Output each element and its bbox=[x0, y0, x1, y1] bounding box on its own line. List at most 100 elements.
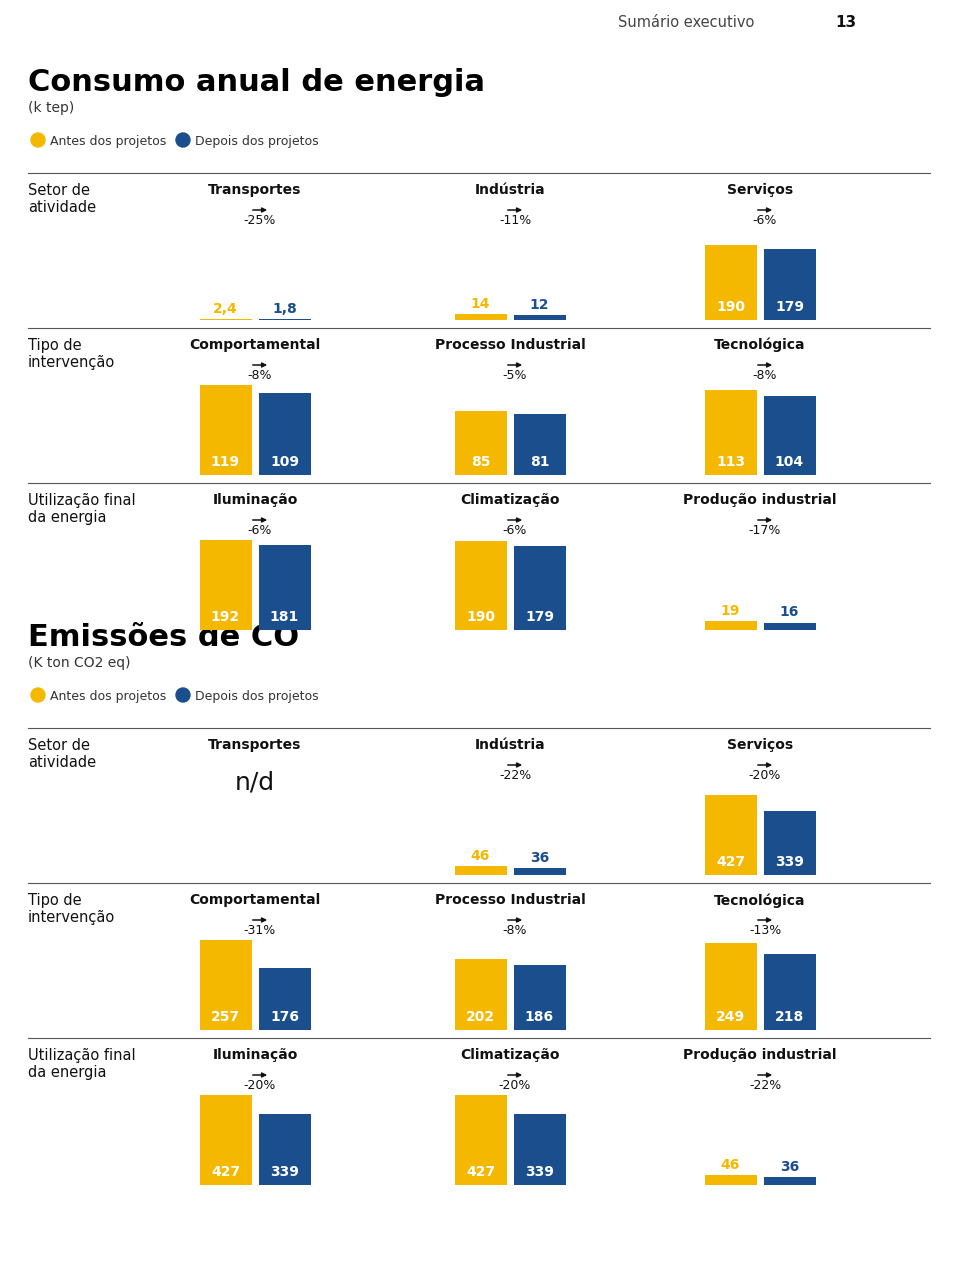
Text: 249: 249 bbox=[716, 1010, 745, 1024]
Circle shape bbox=[176, 133, 190, 148]
Text: 109: 109 bbox=[270, 455, 299, 470]
Circle shape bbox=[31, 133, 45, 148]
Bar bbox=[705, 943, 756, 1030]
Bar bbox=[258, 969, 310, 1030]
Bar bbox=[705, 245, 756, 319]
Text: -22%: -22% bbox=[749, 1079, 781, 1092]
Text: 85: 85 bbox=[470, 455, 491, 470]
Text: (K ton CO2 eq): (K ton CO2 eq) bbox=[28, 656, 131, 670]
Circle shape bbox=[176, 688, 190, 702]
Text: Processo Industrial: Processo Industrial bbox=[435, 337, 586, 352]
Text: Tipo de
intervenção: Tipo de intervenção bbox=[28, 893, 115, 925]
Text: 104: 104 bbox=[775, 455, 804, 470]
Text: Tecnológica: Tecnológica bbox=[714, 893, 805, 907]
Bar bbox=[200, 540, 252, 630]
Text: Transportes: Transportes bbox=[208, 183, 301, 198]
Bar bbox=[763, 249, 815, 319]
Text: -11%: -11% bbox=[499, 214, 531, 227]
Text: -5%: -5% bbox=[503, 370, 527, 382]
Text: -8%: -8% bbox=[248, 370, 273, 382]
Text: 190: 190 bbox=[716, 300, 745, 314]
Bar bbox=[454, 314, 507, 319]
Text: 186: 186 bbox=[525, 1010, 554, 1024]
Text: Produção industrial: Produção industrial bbox=[684, 1048, 837, 1062]
Text: 427: 427 bbox=[211, 1165, 240, 1179]
Text: 257: 257 bbox=[211, 1010, 240, 1024]
Text: 46: 46 bbox=[470, 849, 491, 863]
Text: -13%: -13% bbox=[749, 924, 781, 937]
Text: 36: 36 bbox=[780, 1160, 799, 1174]
Text: -6%: -6% bbox=[248, 523, 273, 538]
Bar bbox=[514, 316, 565, 319]
Text: 16: 16 bbox=[780, 606, 799, 620]
Bar bbox=[454, 541, 507, 630]
Bar bbox=[514, 413, 565, 475]
Text: Comportamental: Comportamental bbox=[189, 337, 321, 352]
Text: Iluminação: Iluminação bbox=[212, 493, 298, 507]
Text: Climatização: Climatização bbox=[460, 1048, 560, 1062]
Text: Antes dos projetos: Antes dos projetos bbox=[50, 135, 166, 148]
Text: 176: 176 bbox=[270, 1010, 299, 1024]
Bar bbox=[454, 1094, 507, 1185]
Text: -25%: -25% bbox=[244, 214, 276, 227]
Bar bbox=[763, 622, 815, 630]
Text: 181: 181 bbox=[270, 609, 300, 624]
Text: Utilização final
da energia: Utilização final da energia bbox=[28, 1048, 135, 1080]
Bar bbox=[763, 811, 815, 875]
Text: Transportes: Transportes bbox=[208, 738, 301, 752]
Text: Emissões de CO: Emissões de CO bbox=[28, 624, 300, 652]
Bar bbox=[258, 545, 310, 630]
Text: -31%: -31% bbox=[244, 924, 276, 937]
Bar bbox=[258, 393, 310, 475]
Bar bbox=[258, 1114, 310, 1185]
Text: Setor de
atividade: Setor de atividade bbox=[28, 738, 96, 770]
Bar bbox=[200, 1094, 252, 1185]
Text: Utilização final
da energia: Utilização final da energia bbox=[28, 493, 135, 526]
Bar bbox=[200, 940, 252, 1030]
Bar bbox=[705, 795, 756, 875]
Text: 179: 179 bbox=[775, 300, 804, 314]
Text: Tipo de
intervenção: Tipo de intervenção bbox=[28, 337, 115, 371]
Text: 36: 36 bbox=[530, 851, 549, 865]
Text: 2,4: 2,4 bbox=[213, 302, 238, 316]
Text: -20%: -20% bbox=[749, 769, 781, 783]
Text: 339: 339 bbox=[775, 854, 804, 869]
Text: n/d: n/d bbox=[235, 771, 276, 795]
Bar bbox=[454, 960, 507, 1030]
Text: Sumário executivo: Sumário executivo bbox=[618, 15, 755, 30]
Text: -20%: -20% bbox=[244, 1079, 276, 1092]
Text: Consumo anual de energia: Consumo anual de energia bbox=[28, 68, 485, 98]
Text: 339: 339 bbox=[525, 1165, 554, 1179]
Text: 113: 113 bbox=[716, 455, 745, 470]
Text: Processo Industrial: Processo Industrial bbox=[435, 893, 586, 907]
Text: 427: 427 bbox=[466, 1165, 495, 1179]
Text: -8%: -8% bbox=[503, 924, 527, 937]
Text: Serviços: Serviços bbox=[727, 738, 793, 752]
Text: Setor de
atividade: Setor de atividade bbox=[28, 183, 96, 216]
Text: Produção industrial: Produção industrial bbox=[684, 493, 837, 507]
Text: 12: 12 bbox=[530, 298, 549, 312]
Text: Serviços: Serviços bbox=[727, 183, 793, 198]
Text: -17%: -17% bbox=[749, 523, 781, 538]
Text: Comportamental: Comportamental bbox=[189, 893, 321, 907]
Text: -8%: -8% bbox=[753, 370, 778, 382]
Text: Climatização: Climatização bbox=[460, 493, 560, 507]
Text: Indústria: Indústria bbox=[474, 738, 545, 752]
Text: 46: 46 bbox=[721, 1159, 740, 1173]
Text: 1,8: 1,8 bbox=[272, 303, 297, 317]
Text: Iluminação: Iluminação bbox=[212, 1048, 298, 1062]
Bar bbox=[705, 621, 756, 630]
Text: 119: 119 bbox=[211, 455, 240, 470]
Bar bbox=[200, 385, 252, 475]
Bar bbox=[454, 411, 507, 475]
Bar bbox=[763, 1178, 815, 1185]
Text: 190: 190 bbox=[466, 609, 495, 624]
Text: 19: 19 bbox=[721, 604, 740, 618]
Text: -20%: -20% bbox=[499, 1079, 531, 1092]
Bar bbox=[514, 547, 565, 630]
Bar bbox=[454, 866, 507, 875]
Text: Tecnológica: Tecnológica bbox=[714, 337, 805, 353]
Text: 14: 14 bbox=[470, 298, 491, 312]
Text: 339: 339 bbox=[270, 1165, 299, 1179]
Text: -6%: -6% bbox=[753, 214, 778, 227]
